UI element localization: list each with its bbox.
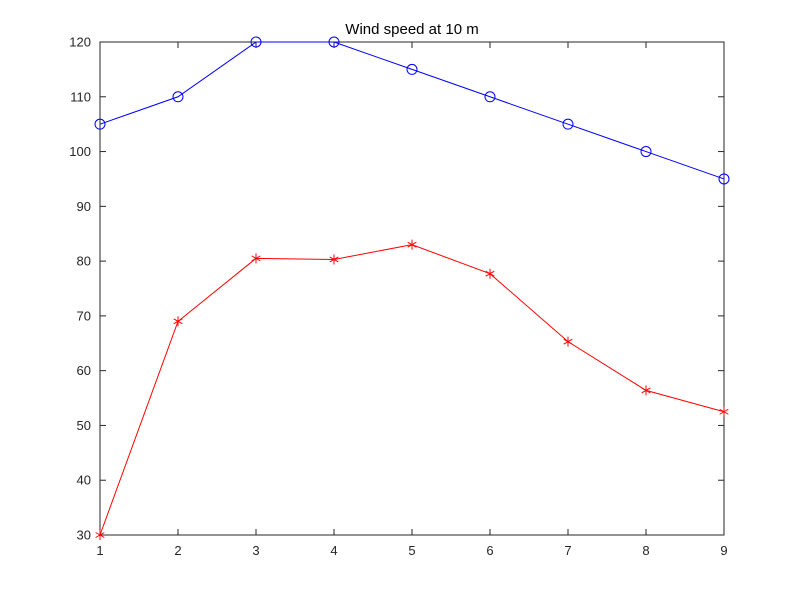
asterisk-spoke — [173, 318, 183, 325]
asterisk-spoke — [641, 387, 651, 394]
x-tick-label: 7 — [564, 543, 571, 558]
y-tick-label: 50 — [77, 418, 91, 433]
y-tick-label: 70 — [77, 308, 91, 323]
asterisk-marker-series2 — [407, 239, 417, 250]
x-tick-label: 4 — [330, 543, 337, 558]
circle-marker-series1 — [172, 91, 184, 103]
axes-box — [99, 41, 725, 536]
asterisk-marker-series2 — [251, 253, 261, 264]
asterisk-marker-series2 — [563, 336, 573, 347]
asterisk-marker-series2 — [641, 385, 651, 396]
series-line-series2 — [99, 244, 725, 536]
asterisk-spoke — [95, 532, 105, 538]
asterisk-spoke — [485, 270, 495, 277]
asterisk-marker-series2 — [719, 406, 729, 417]
circle-marker-series1 — [718, 173, 730, 185]
y-tick-label: 120 — [69, 35, 91, 50]
x-tick-label: 3 — [252, 543, 259, 558]
asterisk-marker-series2 — [329, 254, 339, 265]
y-tick-label: 100 — [69, 144, 91, 159]
asterisk-spoke — [251, 255, 261, 262]
y-tick-label: 60 — [77, 363, 91, 378]
y-tick-label: 30 — [77, 528, 91, 543]
y-tick-label: 110 — [70, 89, 91, 104]
asterisk-spoke — [563, 338, 573, 345]
y-tick-label: 90 — [77, 199, 91, 214]
x-tick-label: 2 — [174, 543, 181, 558]
y-tick-label: 80 — [77, 254, 91, 269]
x-tick-label: 6 — [486, 543, 493, 558]
y-tick-label: 40 — [77, 473, 91, 488]
asterisk-marker-series2 — [95, 530, 105, 540]
x-tick-label: 9 — [720, 543, 727, 558]
series-line-series1 — [99, 41, 725, 180]
asterisk-spoke — [407, 241, 417, 248]
x-tick-label: 1 — [96, 543, 103, 558]
circle-marker-series1 — [94, 118, 106, 130]
x-tick-label: 8 — [642, 543, 649, 558]
chart-title: Wind speed at 10 m — [345, 21, 479, 38]
asterisk-spoke — [329, 256, 339, 263]
circle-marker-series1 — [562, 118, 574, 130]
asterisk-marker-series2 — [485, 268, 495, 279]
circle-marker-series1 — [250, 36, 262, 48]
x-tick-label: 5 — [408, 543, 415, 558]
circle-marker-series1 — [640, 146, 652, 158]
circle-marker-series1 — [406, 63, 418, 75]
circle-marker-series1 — [328, 36, 340, 48]
asterisk-spoke — [719, 408, 729, 415]
asterisk-marker-series2 — [173, 316, 183, 327]
circle-marker-series1 — [484, 91, 496, 103]
